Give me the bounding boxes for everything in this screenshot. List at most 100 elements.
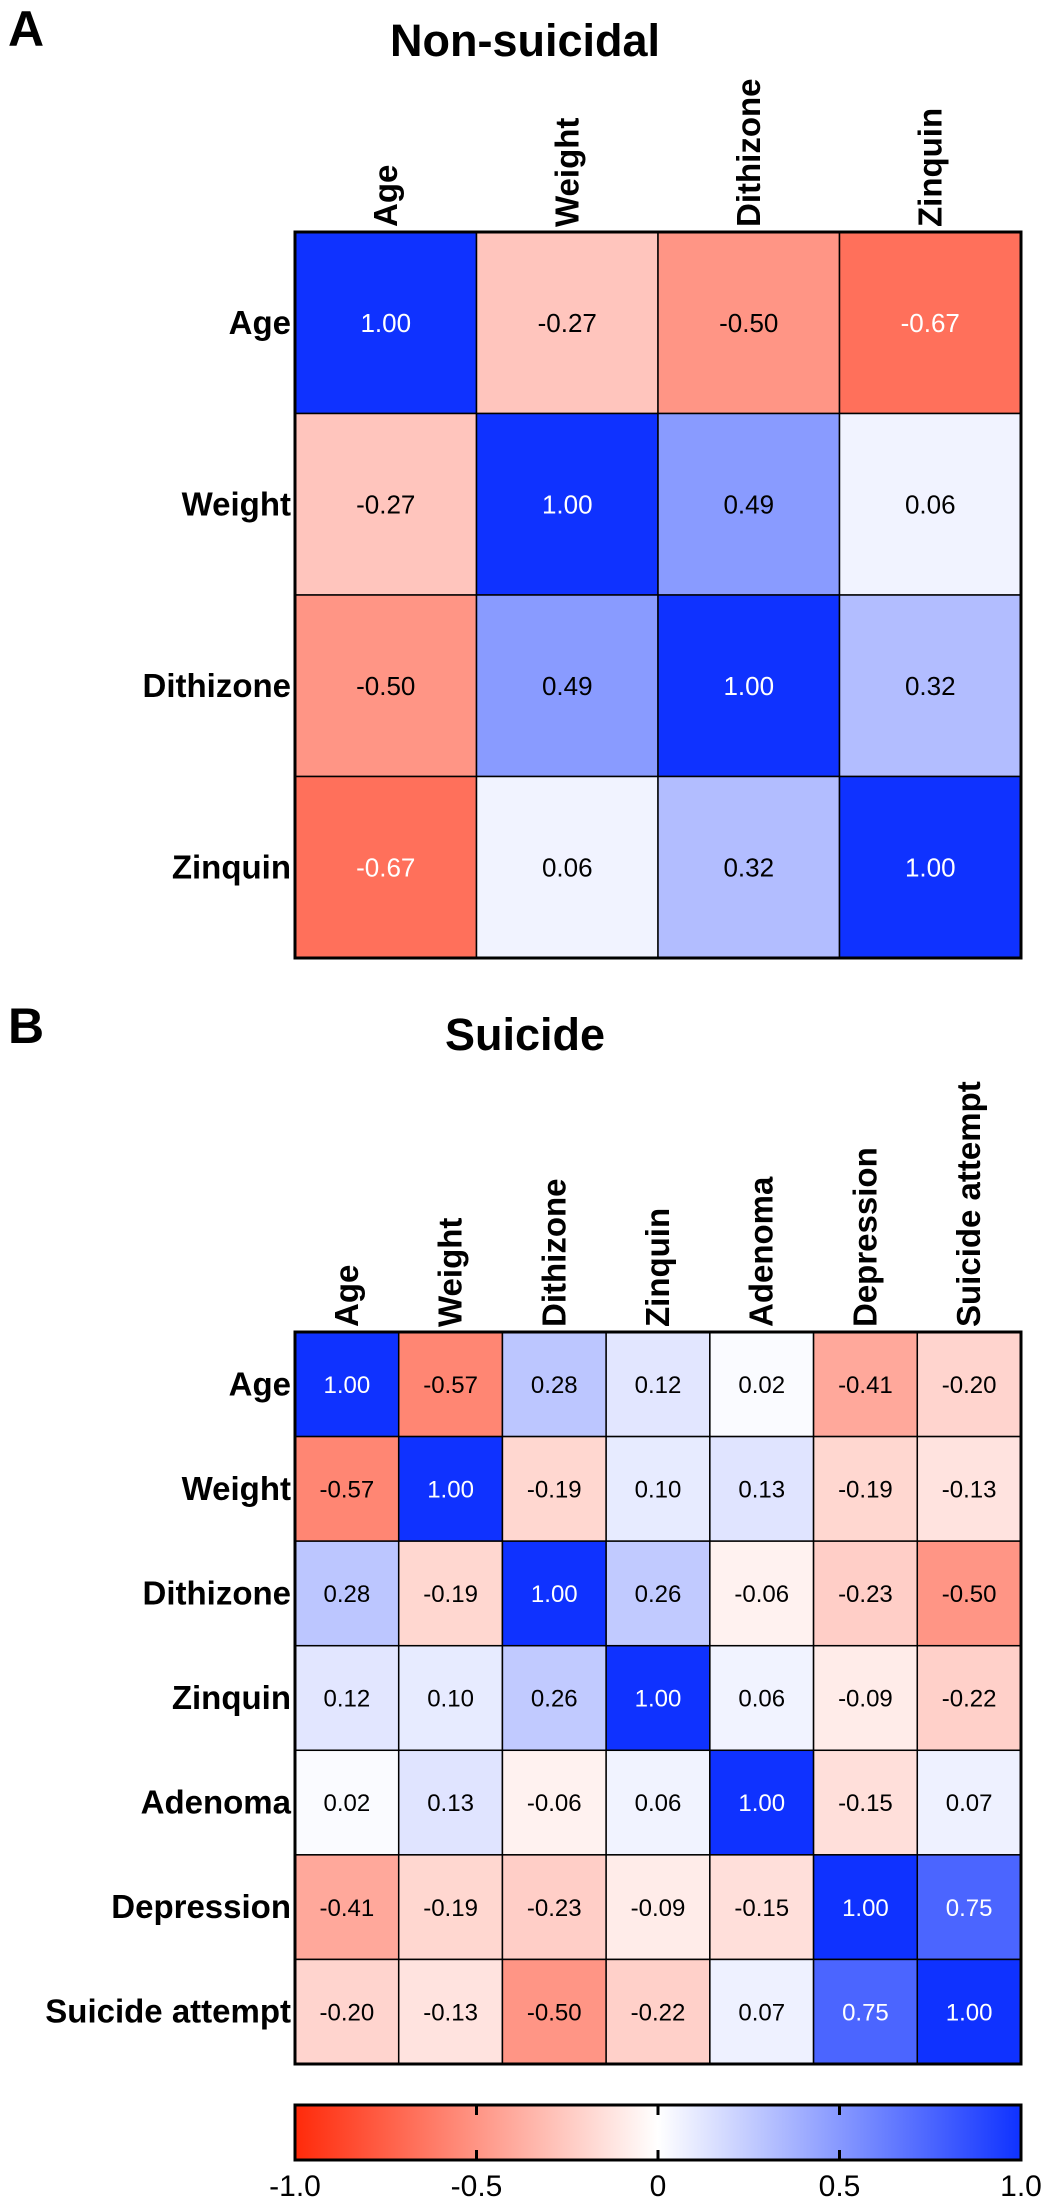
heatmap-cell-age-zinquin — [838, 231, 1022, 415]
row-label-age: Age — [229, 304, 291, 341]
heatmap-cell-age-age — [294, 231, 478, 415]
cell-value-label: 0.10 — [635, 1476, 682, 1503]
heatmap-cell-weight-age — [294, 412, 478, 596]
cell-value-label: -0.57 — [423, 1372, 478, 1399]
row-label-zinquin: Zinquin — [172, 1679, 291, 1716]
heatmap-cell-weight-depression — [812, 1435, 919, 1542]
heatmap-cell-suicide-attempt-weight — [397, 1958, 504, 2065]
row-label-suicide-attempt: Suicide attempt — [45, 1993, 291, 2030]
heatmap-cell-weight-weight — [475, 412, 659, 596]
heatmap-non-suicidal: 1.00 -0.27 -0.50 -0.67 -0.27 1.00 0.49 0.06 -0.5… — [143, 79, 1023, 960]
panel-a-title: Non-suicidal — [390, 15, 660, 66]
heatmap-cell-weight-zinquin — [605, 1435, 711, 1542]
heatmap-cell-weight-suicide-attempt — [916, 1435, 1022, 1542]
heatmap-cell-zinquin-dithizone — [501, 1644, 607, 1752]
column-label-adenoma: Adenoma — [743, 1176, 780, 1327]
column-label-weight: Weight — [432, 1218, 469, 1327]
heatmap-cell-zinquin-zinquin — [605, 1644, 711, 1752]
cell-value-label: 0.28 — [531, 1372, 578, 1399]
row-label-dithizone: Dithizone — [143, 1574, 291, 1611]
heatmap-cell-dithizone-weight — [475, 594, 659, 778]
cell-value-label: 0.26 — [635, 1581, 682, 1608]
cell-value-label: 0.06 — [635, 1790, 682, 1817]
cell-value-label: -0.20 — [320, 1999, 375, 2026]
heatmap-cell-depression-suicide-attempt — [916, 1854, 1022, 1961]
heatmap-cell-zinquin-weight — [397, 1644, 504, 1752]
column-label-zinquin: Zinquin — [639, 1208, 676, 1327]
cell-value-label: -0.19 — [838, 1476, 893, 1503]
cell-value-label: -0.27 — [356, 490, 415, 520]
cell-value-label: -0.15 — [734, 1895, 789, 1922]
cell-value-label: 1.00 — [842, 1895, 889, 1922]
cell-value-label: -0.41 — [320, 1895, 375, 1922]
colorbar-tick-label: -0.5 — [451, 2170, 503, 2203]
heatmap-cell-depression-depression — [812, 1854, 919, 1961]
cell-value-label: -0.06 — [527, 1790, 582, 1817]
heatmap-cell-dithizone-adenoma — [709, 1540, 815, 1647]
cell-value-label: -0.09 — [631, 1895, 686, 1922]
column-label-weight: Weight — [548, 118, 585, 227]
column-label-age: Age — [367, 165, 404, 227]
column-label-dithizone: Dithizone — [730, 79, 767, 227]
cell-value-label: -0.41 — [838, 1372, 893, 1399]
colorbar-tick-label: 0 — [650, 2170, 667, 2203]
cell-value-label: 1.00 — [542, 490, 593, 520]
cell-value-label: 0.28 — [323, 1581, 370, 1608]
cell-value-label: -0.15 — [838, 1790, 893, 1817]
heatmap-cell-adenoma-depression — [812, 1749, 919, 1856]
heatmap-cell-age-weight — [397, 1331, 504, 1438]
row-label-depression: Depression — [111, 1888, 291, 1925]
cell-value-label: 1.00 — [905, 853, 956, 883]
column-label-zinquin: Zinquin — [911, 108, 948, 227]
cell-value-label: 0.07 — [946, 1790, 993, 1817]
heatmap-cell-depression-dithizone — [501, 1854, 607, 1961]
cell-value-label: 0.75 — [946, 1895, 993, 1922]
cell-value-label: 1.00 — [738, 1790, 785, 1817]
cell-value-label: -0.19 — [423, 1895, 478, 1922]
cell-value-label: -0.67 — [901, 308, 960, 338]
cell-value-label: 0.49 — [542, 671, 593, 701]
cell-value-label: 0.06 — [905, 490, 956, 520]
panel-letter-b: B — [8, 998, 44, 1054]
heatmap-cell-weight-dithizone — [501, 1435, 607, 1542]
row-label-dithizone: Dithizone — [143, 667, 291, 704]
cell-value-label: 0.06 — [738, 1686, 785, 1713]
heatmap-cell-adenoma-zinquin — [605, 1749, 711, 1856]
cell-value-label: 0.13 — [738, 1476, 785, 1503]
heatmap-cell-adenoma-suicide-attempt — [916, 1749, 1022, 1856]
colorbar: -1.0 -0.5 0 0.5 1.0 — [269, 2103, 1042, 2203]
cell-value-label: -0.09 — [838, 1686, 893, 1713]
column-label-dithizone: Dithizone — [535, 1179, 572, 1327]
cell-value-label: -0.50 — [356, 671, 415, 701]
cell-value-label: 0.10 — [427, 1686, 474, 1713]
heatmap-cell-depression-zinquin — [605, 1854, 711, 1961]
cell-value-label: 1.00 — [360, 308, 411, 338]
cell-value-label: 1.00 — [946, 1999, 993, 2026]
cell-value-label: 0.13 — [427, 1790, 474, 1817]
heatmap-cell-zinquin-weight — [475, 775, 659, 959]
colorbar-tick-label: 1.0 — [1000, 2170, 1042, 2203]
row-label-age: Age — [229, 1365, 291, 1402]
heatmap-cell-zinquin-zinquin — [838, 775, 1022, 959]
heatmap-cell-dithizone-age — [294, 1540, 400, 1647]
cell-value-label: 0.26 — [531, 1686, 578, 1713]
heatmap-suicide: 1.00 -0.57 0.28 0.12 0.02 -0.41 -0.20 -0.57 1.00… — [45, 1081, 1023, 2066]
cell-value-label: 0.32 — [723, 853, 774, 883]
column-label-depression: Depression — [846, 1147, 883, 1327]
row-label-weight: Weight — [182, 1470, 291, 1507]
cell-value-label: -0.23 — [527, 1895, 582, 1922]
row-label-adenoma: Adenoma — [141, 1784, 292, 1821]
cell-value-label: -0.13 — [942, 1476, 997, 1503]
cell-value-label: 1.00 — [531, 1581, 578, 1608]
heatmap-border — [293, 1330, 1023, 2066]
cell-value-label: -0.23 — [838, 1581, 893, 1608]
cell-value-label: 0.06 — [542, 853, 593, 883]
colorbar-tick-label: -1.0 — [269, 2170, 321, 2203]
heatmap-border — [293, 230, 1023, 960]
heatmap-cell-suicide-attempt-depression — [812, 1958, 919, 2065]
cell-value-label: 0.02 — [323, 1790, 370, 1817]
heatmap-cell-dithizone-zinquin — [838, 594, 1022, 778]
cell-value-label: -0.27 — [538, 308, 597, 338]
cell-value-label: -0.13 — [423, 1999, 478, 2026]
